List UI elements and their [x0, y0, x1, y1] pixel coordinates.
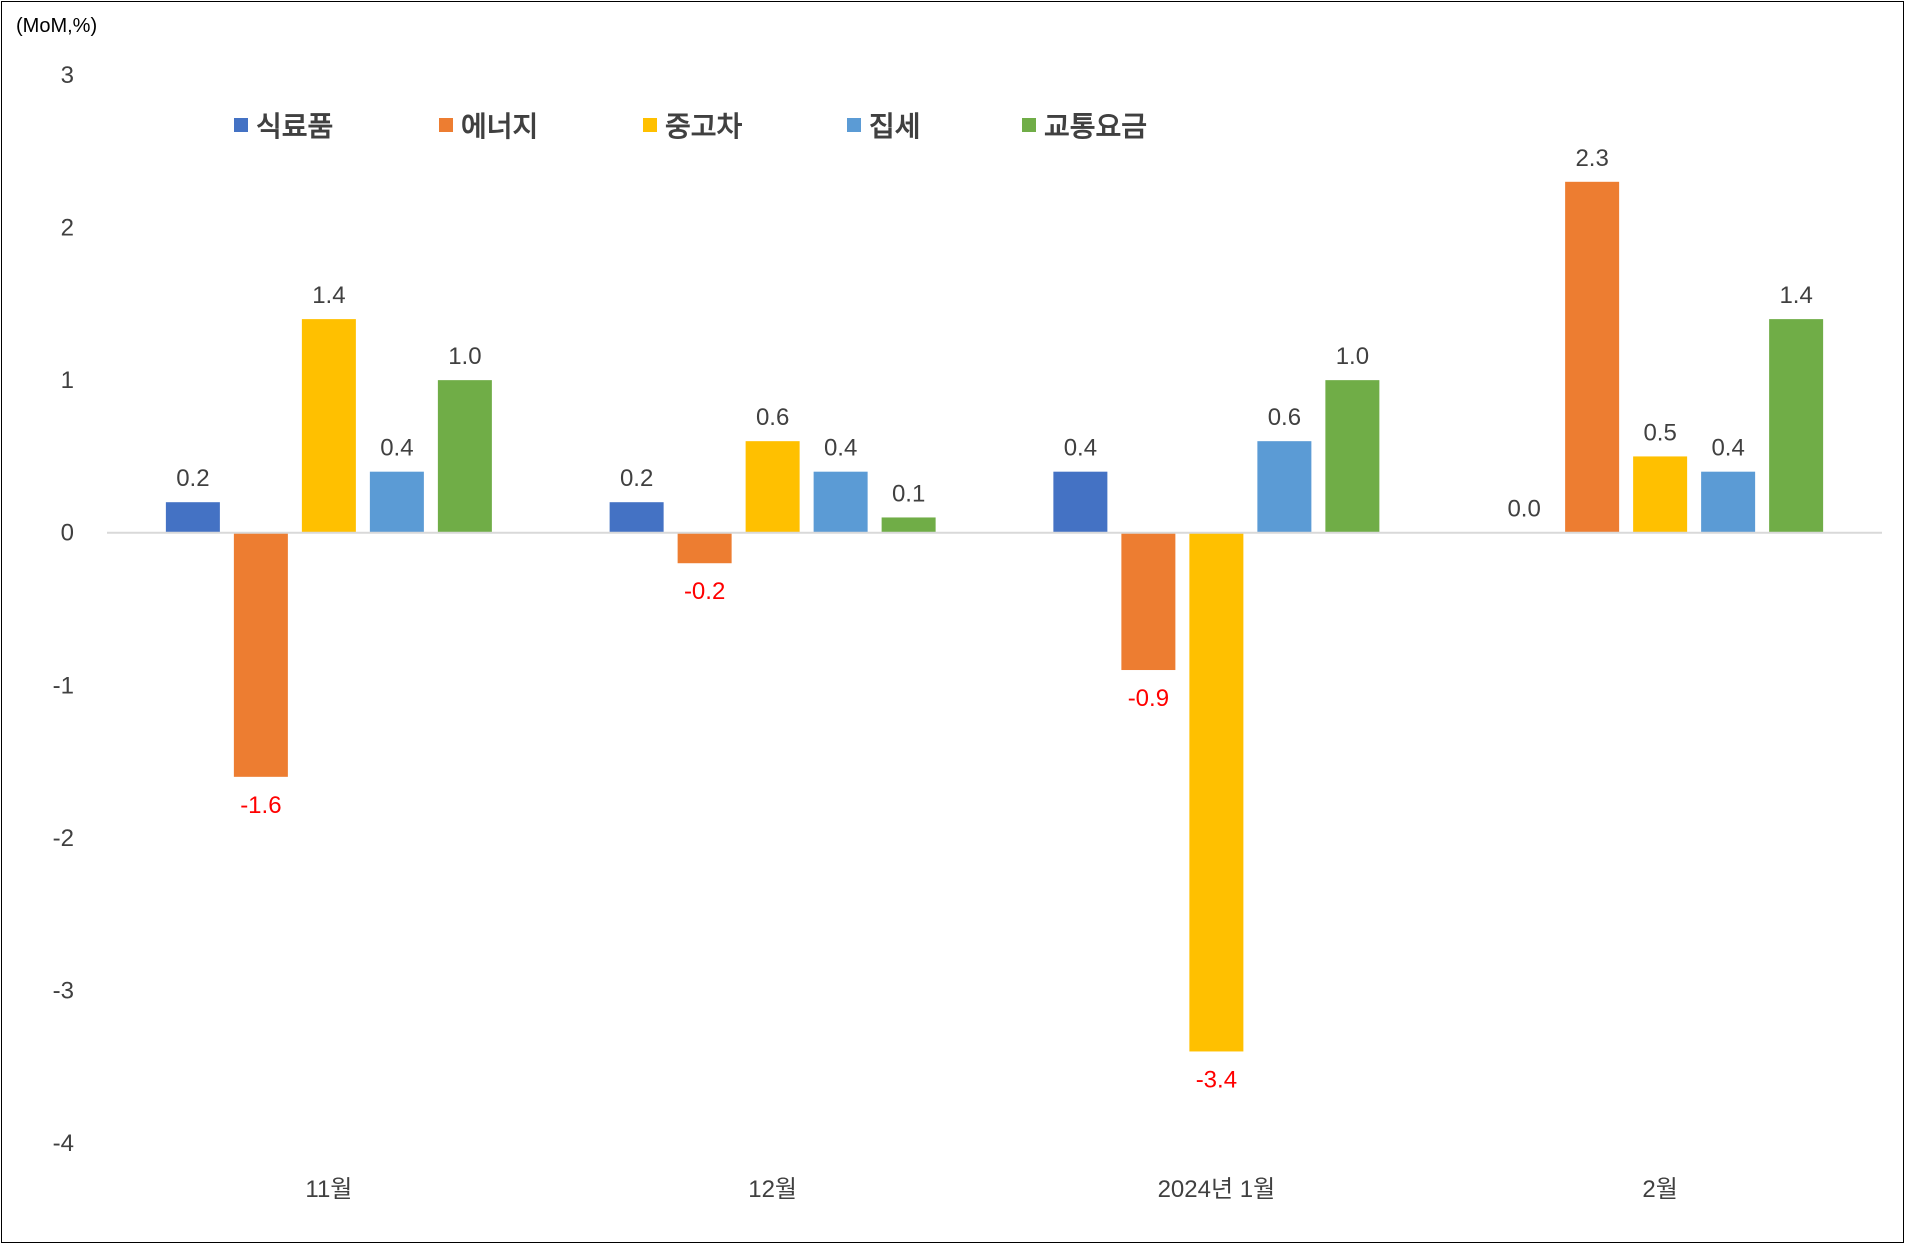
bar [1053, 471, 1108, 533]
bars [165, 181, 1824, 1052]
data-label: -0.9 [1128, 685, 1169, 712]
data-label: 1.4 [312, 282, 345, 309]
bar [437, 380, 492, 533]
data-label: 0.6 [756, 404, 789, 431]
y-tick-label: 3 [61, 62, 74, 89]
legend-label: 교통요금 [1044, 111, 1147, 142]
y-tick-label: -3 [53, 977, 74, 1004]
data-label: 2.3 [1575, 145, 1608, 172]
y-tick-label: 0 [61, 520, 74, 547]
data-label: 1.0 [448, 343, 481, 370]
data-label: 0.6 [1268, 404, 1301, 431]
data-label: -0.2 [684, 578, 725, 605]
bar [1701, 471, 1756, 533]
bar [301, 319, 356, 533]
data-label: 0.2 [620, 465, 653, 492]
bar [369, 471, 424, 533]
legend-item: 집세 [847, 111, 921, 142]
bar [1565, 181, 1620, 533]
y-tick-label: 2 [61, 215, 74, 242]
bar [677, 532, 732, 564]
bar [745, 441, 800, 533]
y-axis: 3 2 1 0 -1 -2 -3 -4 [53, 62, 74, 1157]
legend-label: 식료품 [256, 111, 333, 142]
x-category-label: 11월 [305, 1176, 352, 1203]
y-tick-label: 1 [61, 367, 74, 394]
legend-swatch [847, 118, 861, 132]
legend-swatch [1022, 118, 1036, 132]
data-label: 0.4 [824, 435, 857, 462]
legend-item: 에너지 [439, 111, 538, 142]
data-label: 1.4 [1779, 282, 1812, 309]
legend-item: 교통요금 [1022, 111, 1147, 142]
bar [165, 502, 220, 533]
data-label: 0.4 [380, 435, 413, 462]
legend-label: 집세 [869, 111, 921, 142]
x-category-label: 12월 [748, 1176, 797, 1203]
x-axis: 11월 12월 2024년 1월 2월 [305, 1176, 1677, 1203]
legend-swatch [234, 118, 248, 132]
bar [1325, 380, 1380, 533]
data-label: 0.4 [1711, 435, 1744, 462]
data-label: 0.2 [176, 465, 209, 492]
data-labels: 0.2 -1.6 1.4 0.4 1.0 0.2 -0.2 0.6 0.4 0.1 0.4 -0.9 -… [176, 145, 1813, 1094]
y-tick-label: -1 [53, 672, 74, 699]
unit-label: (MoM,%) [16, 15, 97, 37]
data-label: -3.4 [1196, 1066, 1237, 1093]
legend-swatch [439, 118, 453, 132]
data-label: 1.0 [1336, 343, 1369, 370]
legend: 식료품 에너지 중고차 집세 교통요금 [234, 111, 1147, 142]
bar [609, 502, 664, 533]
y-tick-label: -2 [53, 825, 74, 852]
legend-swatch [643, 118, 657, 132]
data-label: -1.6 [240, 792, 281, 819]
bar [1633, 456, 1688, 533]
data-label: 0.5 [1643, 419, 1676, 446]
legend-label: 중고차 [665, 111, 743, 142]
legend-label: 에너지 [461, 111, 538, 142]
data-label: 0.1 [892, 480, 925, 507]
bar [1121, 532, 1176, 671]
y-tick-label: -4 [53, 1130, 74, 1157]
data-label: 0.0 [1507, 496, 1540, 523]
bar [1257, 441, 1312, 533]
bar [1769, 319, 1824, 533]
legend-item: 식료품 [234, 111, 333, 142]
bar [233, 532, 288, 777]
bar [1189, 532, 1244, 1052]
x-category-label: 2월 [1642, 1176, 1677, 1203]
bar [881, 517, 936, 533]
data-label: 0.4 [1064, 435, 1097, 462]
legend-item: 중고차 [643, 111, 743, 142]
x-category-label: 2024년 1월 [1158, 1176, 1276, 1203]
bar [813, 471, 868, 533]
